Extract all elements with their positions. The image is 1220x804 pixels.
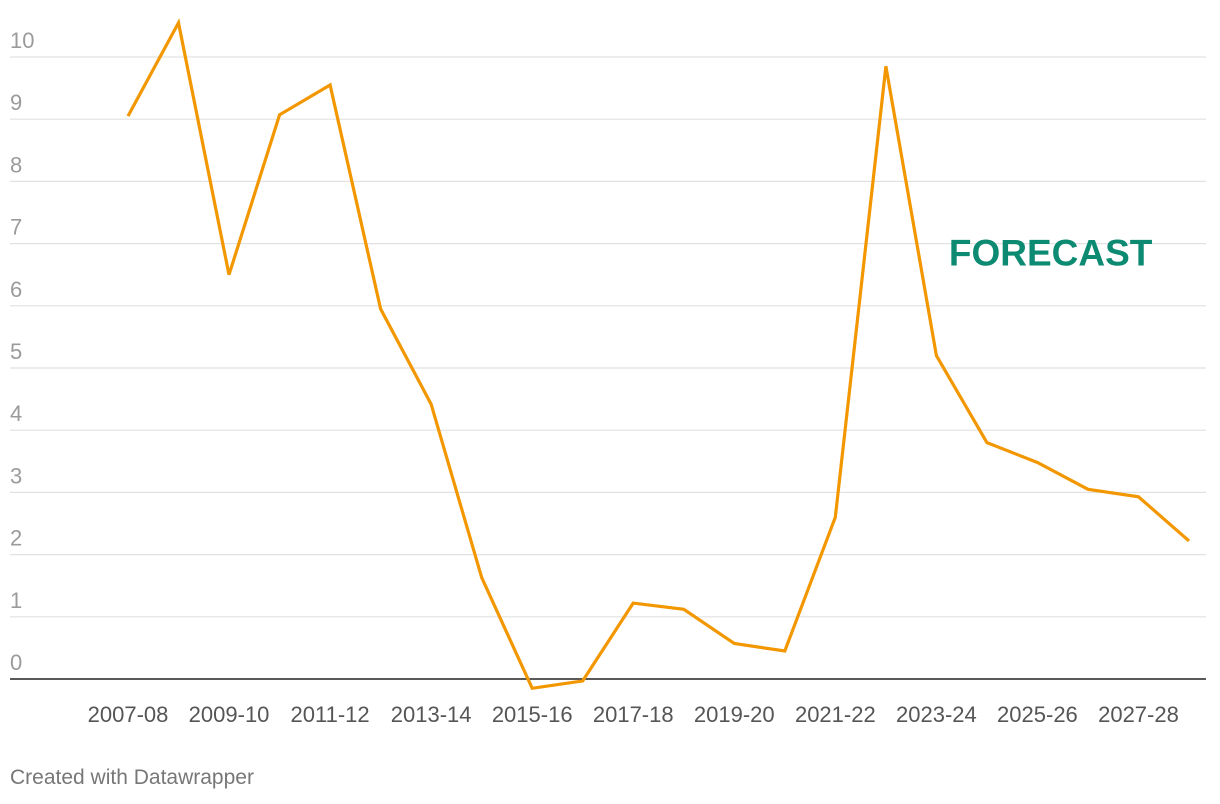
x-tick-label: 2013-14 xyxy=(391,702,472,727)
x-tick-label: 2025-26 xyxy=(997,702,1078,727)
x-tick-label: 2007-08 xyxy=(88,702,169,727)
y-tick-label: 2 xyxy=(10,526,22,551)
x-tick-label: 2009-10 xyxy=(189,702,270,727)
x-tick-label: 2015-16 xyxy=(492,702,573,727)
y-tick-label: 4 xyxy=(10,401,22,426)
y-tick-label: 6 xyxy=(10,277,22,302)
y-tick-label: 5 xyxy=(10,339,22,364)
x-tick-label: 2017-18 xyxy=(593,702,674,727)
x-tick-label: 2021-22 xyxy=(795,702,876,727)
credit-text: Created with Datawrapper xyxy=(10,766,254,789)
y-tick-label: 3 xyxy=(10,463,22,488)
x-tick-label: 2023-24 xyxy=(896,702,977,727)
y-tick-label: 8 xyxy=(10,152,22,177)
y-tick-label: 0 xyxy=(10,650,22,675)
forecast-annotation: FORECAST xyxy=(949,232,1153,273)
y-tick-label: 7 xyxy=(10,215,22,240)
grid-lines xyxy=(10,56,1206,618)
y-axis-ticks: 0 1 2 3 4 5 6 7 8 9 10 xyxy=(10,28,34,675)
y-tick-label: 9 xyxy=(10,90,22,115)
series-line xyxy=(126,18,1191,691)
x-axis-ticks: 2007-08 2009-10 2011-12 2013-14 2015-16 2017-… xyxy=(88,702,1179,727)
x-tick-label: 2011-12 xyxy=(291,702,370,727)
y-tick-label: 10 xyxy=(10,28,34,53)
x-tick-label: 2019-20 xyxy=(694,702,775,727)
y-tick-label: 1 xyxy=(10,588,22,613)
x-tick-label: 2027-28 xyxy=(1098,702,1179,727)
